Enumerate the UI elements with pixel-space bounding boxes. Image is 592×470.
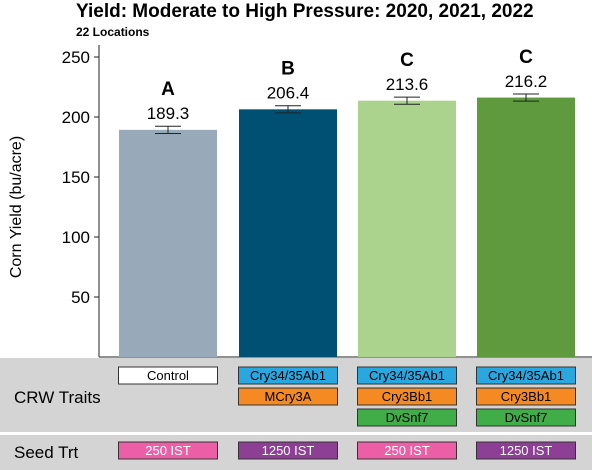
trait-pill-label: Cry34/35Ab1: [369, 368, 445, 383]
seed-pill-label: 250 IST: [384, 443, 430, 458]
trait-pill-label: Cry3Bb1: [501, 389, 552, 404]
trait-pill: [238, 387, 338, 406]
value-label: 206.4: [267, 84, 310, 103]
trait-pill: [476, 387, 576, 406]
bar: [358, 100, 456, 358]
value-label: 189.3: [147, 104, 190, 123]
bar: [119, 129, 217, 357]
y-tick-label: 50: [71, 288, 90, 307]
seed-pill-label: 1250 IST: [262, 443, 315, 458]
significance-letter: B: [281, 59, 295, 80]
trait-pill: [238, 366, 338, 385]
trait-pill: [357, 366, 457, 385]
trait-pill: [476, 408, 576, 427]
value-label: 213.6: [386, 75, 429, 94]
trait-pill-label: Control: [147, 368, 189, 383]
trait-pill: [118, 366, 218, 385]
trait-pill: [357, 408, 457, 427]
significance-letter: C: [519, 47, 533, 68]
traits-table: CRW Traits Seed Trt Control 250 IST Cry34/35…: [0, 358, 592, 470]
trait-pill-label: DvSnf7: [505, 410, 548, 425]
y-tick-label: 100: [62, 228, 90, 247]
bar: [239, 109, 337, 357]
significance-letter: A: [161, 79, 175, 100]
trait-pill-label: Cry34/35Ab1: [488, 368, 564, 383]
trait-pill-label: Cry3Bb1: [382, 389, 433, 404]
value-label: 216.2: [505, 72, 548, 91]
trait-pill-label: DvSnf7: [386, 410, 429, 425]
seed-pill-label: 250 IST: [145, 443, 191, 458]
plot-area: 50 100 150 200 250 189.3 A 206.4 B 213.6 C 216.2 C: [62, 45, 592, 358]
trait-pill-label: Cry34/35Ab1: [250, 368, 326, 383]
seed-pill: [238, 441, 338, 460]
chart-title: Yield: Moderate to High Pressure: 2020, …: [76, 1, 534, 22]
significance-letter: C: [400, 50, 414, 71]
seed-pill: [476, 441, 576, 460]
trait-pill-label: MCry3A: [265, 389, 312, 404]
seed-pill-label: 1250 IST: [500, 443, 553, 458]
y-tick-label: 250: [62, 48, 90, 67]
trait-pill: [357, 387, 457, 406]
seed-pill: [357, 441, 457, 460]
seed-pill: [118, 441, 218, 460]
crw-traits-label: CRW Traits: [14, 388, 101, 407]
bar: [477, 97, 575, 357]
y-tick-label: 150: [62, 168, 90, 187]
seed-trt-label: Seed Trt: [14, 443, 79, 462]
y-tick-label: 200: [62, 108, 90, 127]
trait-pill: [476, 366, 576, 385]
y-axis-label: Corn Yield (bu/acre): [8, 136, 25, 278]
chart-subtitle: 22 Locations: [76, 25, 150, 39]
